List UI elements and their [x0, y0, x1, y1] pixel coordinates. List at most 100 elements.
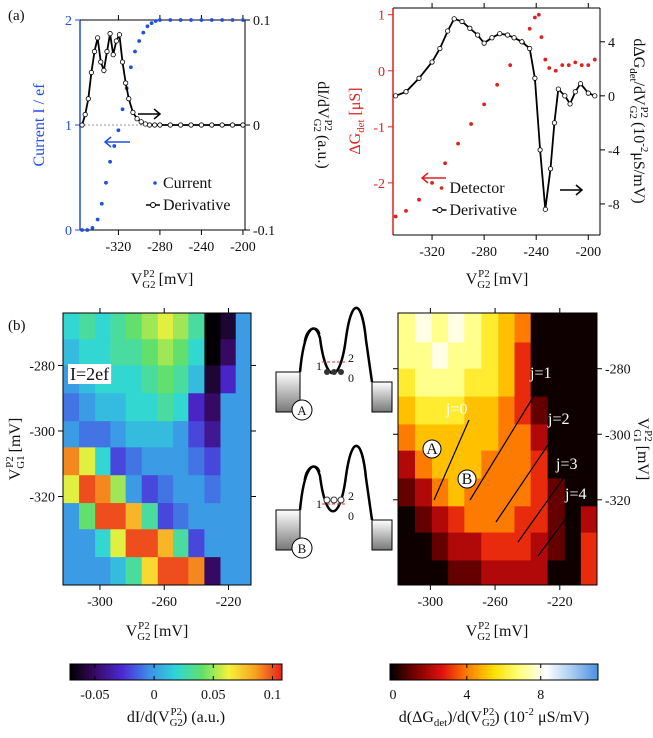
x-tick-label: -220 — [547, 595, 573, 610]
heatmap-cell — [95, 503, 111, 530]
legend-label: Derivative — [450, 202, 518, 219]
heatmap-cell — [79, 339, 96, 366]
heatmap-cell — [95, 339, 111, 366]
heatmap-cell — [63, 421, 80, 448]
y-tick-label: -280 — [29, 359, 55, 374]
heatmap-cell — [481, 313, 499, 343]
heatmap-cell — [448, 342, 465, 370]
heatmap-cell — [188, 339, 205, 366]
heatmap-cell — [564, 313, 582, 343]
heatmap-cell — [220, 365, 237, 394]
data-point — [152, 122, 158, 128]
heatmap-cell — [514, 506, 532, 534]
data-point — [547, 66, 552, 70]
reservoir — [371, 381, 393, 413]
heatmap-cell — [79, 475, 96, 504]
heatmap-cell — [398, 560, 416, 586]
heatmap-cell — [547, 368, 566, 398]
label-part: [mV] — [155, 271, 194, 288]
y-axis-label: Current I / ef — [31, 83, 48, 167]
heatmap-cell — [204, 313, 221, 340]
heatmap-cell — [498, 532, 515, 561]
data-point — [168, 18, 173, 22]
y2-tick-label: 0.1 — [253, 14, 271, 29]
x-tick-label: -240 — [523, 245, 549, 260]
heatmap-cell — [157, 339, 174, 366]
heatmap-cell — [580, 368, 598, 398]
heatmap-cell — [464, 424, 482, 452]
label-part: dΔG — [630, 38, 647, 68]
heatmap-cell — [514, 532, 532, 561]
annotation-bg — [68, 364, 112, 384]
heatmap-cell — [481, 450, 499, 479]
heatmap-cell — [157, 475, 174, 504]
heatmap-cell — [530, 478, 549, 507]
label-part: V — [634, 418, 651, 430]
data-point — [551, 120, 558, 126]
heatmap-cell — [530, 450, 549, 479]
heatmap-cell — [580, 313, 598, 343]
heatmap-cell — [110, 503, 127, 530]
heatmap-cell — [414, 342, 433, 370]
heatmap-cell — [220, 503, 237, 530]
axis-arrow — [420, 172, 446, 184]
level-label: 0 — [348, 509, 354, 523]
heatmap-cell — [188, 503, 205, 530]
data-point — [240, 122, 246, 128]
heatmap-cell — [498, 506, 515, 534]
heatmap-cell — [580, 532, 598, 561]
heatmap-cell — [530, 313, 549, 343]
heatmap-cell — [414, 506, 433, 534]
annotation: j=1 — [529, 365, 551, 382]
heatmap-cell — [125, 557, 143, 586]
heatmap-cell — [448, 532, 465, 561]
heatmap-cell — [431, 478, 449, 507]
data-point — [104, 180, 108, 185]
level-label: 0 — [348, 371, 354, 385]
heatmap-cell — [173, 365, 189, 394]
annotation: j=4 — [564, 486, 586, 503]
state-label: A — [297, 403, 307, 418]
heatmap-cell — [188, 447, 205, 476]
label-sub: G2 — [627, 106, 639, 119]
heatmap-cell — [95, 475, 111, 504]
heatmap-cell — [63, 447, 80, 476]
data-point — [209, 122, 215, 128]
colorbar-label: d(ΔGdet)/d(VG2P2) (10-2 μS/mV) — [399, 706, 589, 729]
heatmap-cell — [141, 365, 159, 394]
data-point — [459, 18, 465, 25]
y-axis-label: ΔGdet [μS] — [347, 87, 367, 154]
label-part: [mV] — [150, 623, 189, 640]
data-point — [145, 24, 150, 29]
x-tick-label: -280 — [471, 245, 497, 260]
data-point — [532, 75, 538, 81]
heatmap-cell — [173, 503, 189, 530]
annotation: j=2 — [547, 411, 569, 428]
data-point — [429, 59, 435, 65]
panel-label: (a) — [8, 8, 25, 24]
diagram: 1 2 0 B — [275, 444, 393, 559]
data-point — [553, 68, 558, 73]
heatmap-cell — [498, 478, 515, 507]
heatmap-cell — [498, 313, 515, 343]
data-point — [469, 122, 474, 126]
heatmap-cell — [110, 447, 127, 476]
heatmap-cell — [204, 503, 221, 530]
x-tick-label: -220 — [216, 595, 242, 610]
y2-axis-label: dI/dVG2P2 (a.u.) — [311, 81, 334, 168]
heatmap-cell — [235, 339, 252, 366]
y-tick-label: 0 — [65, 224, 72, 239]
tunnel-arrow — [303, 327, 321, 343]
data-point — [82, 111, 88, 118]
data-point — [508, 63, 513, 68]
heatmap-cell — [141, 529, 159, 558]
heatmap-cell — [235, 557, 252, 586]
label-sup: P2 — [478, 268, 490, 280]
label-part: ΔG — [347, 132, 364, 154]
data-point — [99, 201, 104, 206]
label-part: [μS] — [347, 87, 364, 119]
data-point — [542, 206, 548, 212]
heatmap-cell — [220, 557, 237, 586]
heatmap-cell — [188, 475, 205, 504]
level-label: 2 — [348, 351, 354, 365]
